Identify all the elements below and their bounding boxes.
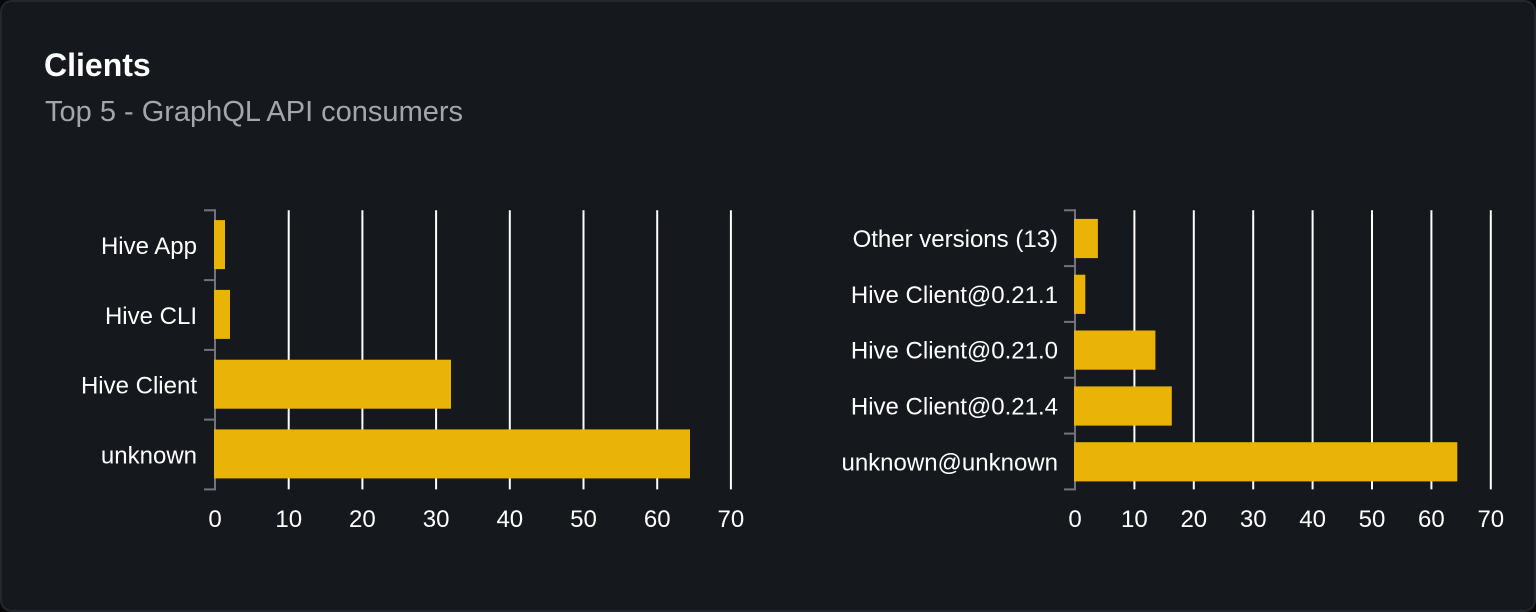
svg-text:unknown@unknown: unknown@unknown [841, 449, 1058, 476]
svg-text:20: 20 [349, 506, 376, 533]
svg-text:Other versions (13): Other versions (13) [853, 226, 1058, 253]
svg-text:0: 0 [1068, 506, 1081, 533]
svg-text:unknown: unknown [101, 442, 197, 469]
svg-text:40: 40 [1299, 506, 1326, 533]
svg-text:50: 50 [1359, 506, 1386, 533]
svg-text:20: 20 [1180, 506, 1207, 533]
svg-text:40: 40 [496, 506, 523, 533]
svg-text:Hive CLI: Hive CLI [105, 303, 197, 330]
svg-text:Hive Client: Hive Client [81, 373, 197, 400]
svg-text:10: 10 [1121, 506, 1148, 533]
svg-text:60: 60 [1418, 506, 1445, 533]
svg-text:0: 0 [208, 506, 221, 533]
svg-text:10: 10 [275, 506, 302, 533]
svg-text:60: 60 [644, 506, 671, 533]
svg-text:30: 30 [1240, 506, 1267, 533]
svg-text:Hive Client@0.21.4: Hive Client@0.21.4 [851, 394, 1058, 421]
svg-text:Hive Client@0.21.1: Hive Client@0.21.1 [851, 282, 1058, 309]
svg-text:Hive App: Hive App [101, 233, 197, 260]
svg-text:50: 50 [570, 506, 597, 533]
svg-text:Hive Client@0.21.0: Hive Client@0.21.0 [851, 338, 1058, 365]
svg-text:70: 70 [1477, 506, 1504, 533]
svg-text:70: 70 [718, 506, 745, 533]
svg-text:30: 30 [423, 506, 450, 533]
